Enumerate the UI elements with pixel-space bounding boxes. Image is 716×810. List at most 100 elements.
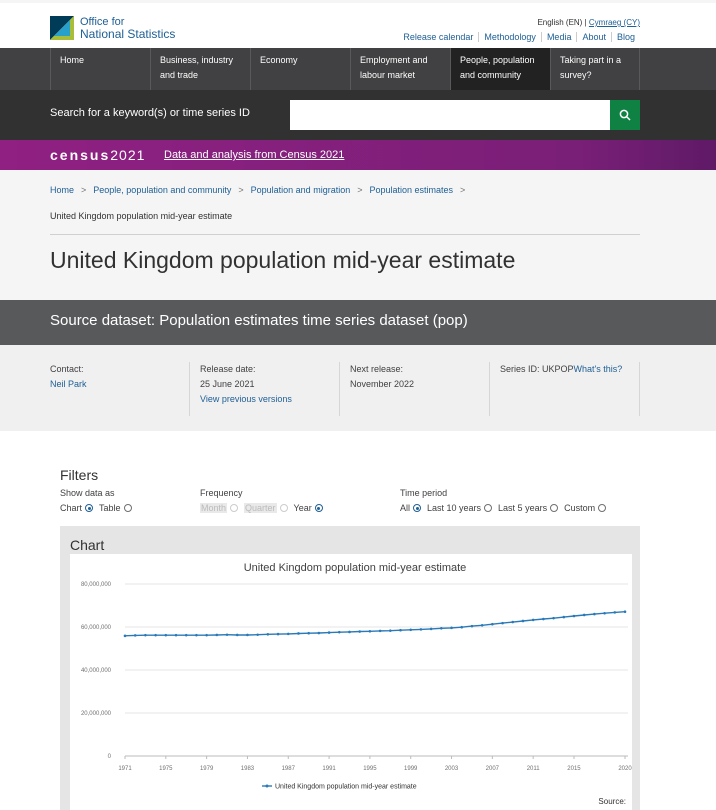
chart-panel-heading: Chart (70, 537, 105, 553)
logo-line-2: National Statistics (80, 27, 176, 41)
next-release-value: November 2022 (350, 379, 415, 389)
data-point (501, 621, 504, 625)
month-option-label: Month (200, 503, 228, 513)
data-point (348, 630, 351, 634)
chart-option-label: Chart (60, 503, 83, 513)
frequency-label: Frequency (200, 488, 243, 498)
data-point (521, 619, 525, 623)
frequency-filter: Frequency Month Quarter Year (200, 487, 329, 514)
nav-label: and trade (160, 70, 199, 80)
data-point (409, 628, 413, 632)
last-5-years-label: Last 5 years (498, 503, 548, 513)
source-dataset-title[interactable]: Source dataset: Population estimates tim… (50, 312, 468, 329)
population-line-chart: United Kingdom population mid-year estim… (81, 562, 632, 791)
breadcrumb-people-population[interactable]: People, population and community (93, 185, 232, 195)
nav-item-survey[interactable]: Taking part in a survey? (550, 48, 640, 90)
census-banner: census2021 Data and analysis from Census… (0, 140, 716, 170)
previous-versions-link[interactable]: View previous versions (200, 394, 292, 404)
data-point (389, 629, 392, 632)
data-point (603, 611, 606, 615)
chart-source: Source: (598, 797, 626, 806)
chart-radio[interactable] (85, 504, 94, 512)
data-point (195, 633, 198, 637)
legend-label: United Kingdom population mid-year estim… (275, 784, 417, 791)
table-radio[interactable] (123, 504, 132, 512)
data-point (286, 632, 290, 636)
data-point (562, 615, 566, 619)
search-button[interactable] (610, 100, 640, 130)
data-point (297, 632, 300, 635)
data-point (552, 616, 555, 620)
show-data-label: Show data as (60, 488, 115, 498)
breadcrumb-population-estimates[interactable]: Population estimates (369, 185, 454, 195)
x-tick-label: 1975 (159, 766, 173, 772)
time-period-filter: Time period All Last 10 years Last 5 yea… (400, 487, 612, 514)
nav-label: labour market (360, 70, 416, 80)
data-point (511, 620, 515, 624)
data-point (154, 633, 157, 637)
nav-label: Economy (260, 55, 298, 65)
year-radio[interactable] (314, 504, 323, 512)
x-tick-label: 1991 (322, 766, 336, 772)
release-metadata: Contact: Neil Park Release date: 25 June… (0, 345, 716, 431)
nav-item-business[interactable]: Business, industry and trade (150, 48, 250, 90)
data-point (337, 630, 341, 634)
custom-option-label: Custom (564, 503, 596, 513)
data-point (623, 610, 627, 614)
search-input[interactable] (290, 100, 610, 130)
census-data-link[interactable]: Data and analysis from Census 2021 (164, 149, 345, 161)
next-release-block: Next release: November 2022 (339, 362, 489, 416)
lang-welsh-link[interactable]: Cymraeg (CY) (588, 18, 640, 27)
ons-logo[interactable]: Office for National Statistics (50, 16, 175, 40)
data-point (572, 614, 576, 618)
nav-item-economy[interactable]: Economy (250, 48, 350, 90)
data-point (225, 633, 229, 637)
chart-panel: Chart United Kingdom population mid-year… (60, 526, 640, 810)
data-point (317, 631, 321, 635)
year-option-label: Year (293, 503, 312, 513)
blog-link[interactable]: Blog (610, 32, 640, 42)
main-nav: Home Business, industry and trade Econom… (0, 48, 716, 90)
whats-this-link[interactable]: What's this? (573, 364, 623, 374)
lang-separator: | (582, 18, 589, 27)
data-point (327, 631, 331, 634)
all-radio[interactable] (413, 504, 422, 512)
nav-item-people-population[interactable]: People, population and community (450, 48, 550, 90)
breadcrumb-population-migration[interactable]: Population and migration (250, 185, 351, 195)
breadcrumb-separator: > (460, 185, 466, 195)
data-point (144, 633, 147, 637)
nav-item-employment[interactable]: Employment and labour market (350, 48, 450, 90)
table-option-label: Table (99, 503, 121, 513)
last-5-years-radio[interactable] (550, 504, 559, 512)
y-tick-label: 80,000,000 (81, 582, 112, 588)
nav-label: Business, industry (160, 55, 234, 65)
header-links: Release calendar Methodology Media About… (398, 32, 640, 42)
data-point (276, 632, 280, 636)
data-point (593, 612, 596, 616)
methodology-link[interactable]: Methodology (478, 32, 541, 42)
breadcrumb-separator: > (81, 185, 87, 195)
page-title: United Kingdom population mid-year estim… (50, 247, 516, 273)
release-date-block: Release date: 25 June 2021 View previous… (189, 362, 339, 416)
y-tick-label: 0 (108, 754, 112, 760)
x-tick-label: 2015 (567, 766, 581, 772)
x-tick-label: 2011 (527, 766, 541, 772)
custom-radio[interactable] (598, 504, 607, 512)
x-tick-label: 1995 (363, 766, 377, 772)
release-calendar-link[interactable]: Release calendar (403, 32, 474, 42)
media-link[interactable]: Media (540, 32, 577, 42)
legend-marker (265, 784, 269, 788)
data-point (399, 628, 402, 632)
month-radio (230, 504, 239, 512)
nav-item-home[interactable]: Home (50, 48, 150, 90)
last-10-years-radio[interactable] (484, 504, 493, 512)
breadcrumb-home[interactable]: Home (50, 185, 75, 195)
release-date-value: 25 June 2021 (200, 379, 255, 389)
contact-name-link[interactable]: Neil Park (50, 379, 87, 389)
search-icon (619, 109, 631, 121)
census-logo-year: 2021 (110, 147, 146, 163)
x-tick-label: 1983 (241, 766, 255, 772)
about-link[interactable]: About (576, 32, 611, 42)
y-tick-label: 60,000,000 (81, 625, 112, 631)
nav-label: and community (460, 70, 522, 80)
